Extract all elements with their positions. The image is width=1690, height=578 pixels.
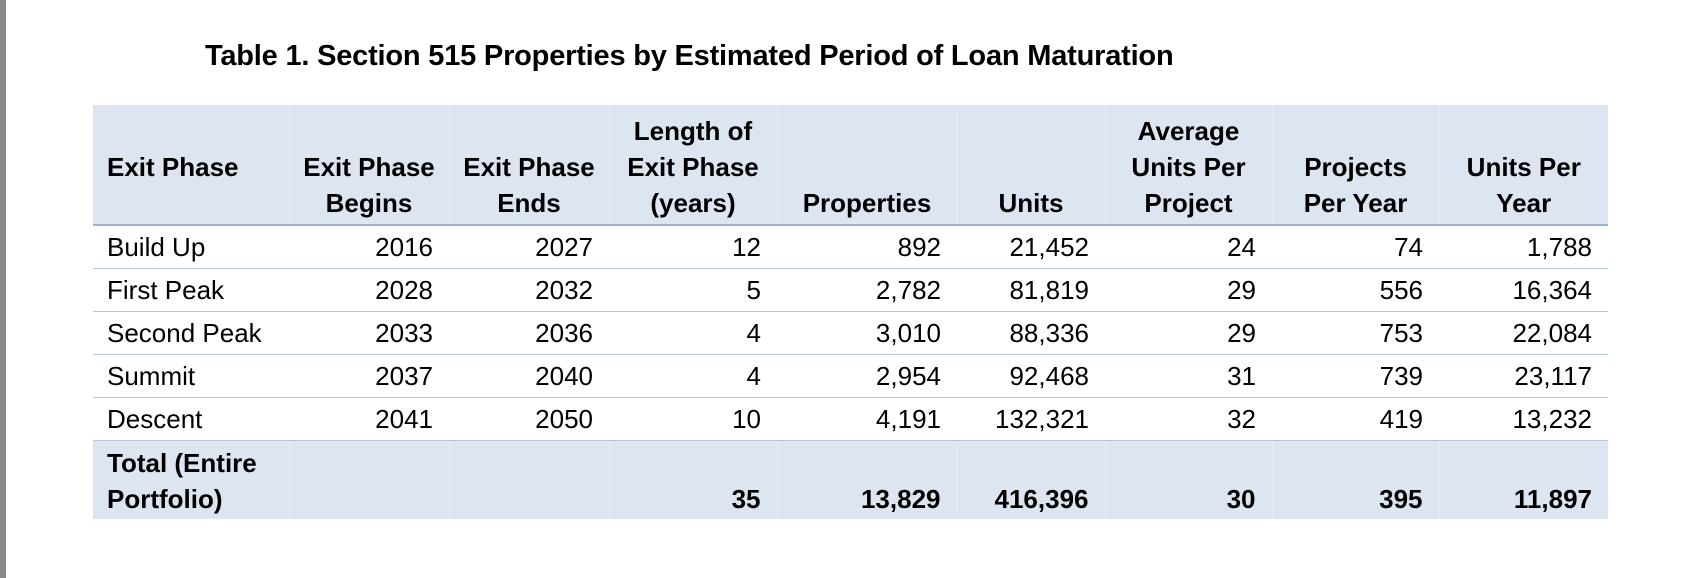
table-title: Table 1. Section 515 Properties by Estim… (205, 40, 1174, 72)
cell-projects-per-year: 556 (1272, 268, 1439, 312)
total-length: 35 (608, 440, 777, 519)
cell-average-units: 29 (1105, 311, 1272, 355)
cell-average-units: 31 (1105, 354, 1272, 398)
total-average-units: 30 (1104, 440, 1272, 519)
total-ends (448, 440, 609, 519)
cell-length: 4 (609, 311, 777, 355)
cell-begins: 2037 (289, 354, 449, 398)
table-row: Second Peak 2033 2036 4 3,010 88,336 29 … (93, 311, 1608, 355)
cell-length: 12 (609, 225, 777, 269)
cell-properties: 2,782 (777, 268, 957, 312)
cell-phase: Second Peak (93, 311, 289, 355)
cell-phase: First Peak (93, 268, 289, 312)
cell-projects-per-year: 419 (1272, 397, 1439, 441)
cell-projects-per-year: 739 (1272, 354, 1439, 398)
cell-properties: 892 (777, 225, 957, 269)
cell-units: 81,819 (957, 268, 1105, 312)
cell-units: 21,452 (957, 225, 1105, 269)
table-row: Build Up 2016 2027 12 892 21,452 24 74 1… (93, 225, 1608, 269)
table-row: Summit 2037 2040 4 2,954 92,468 31 739 2… (93, 354, 1608, 398)
table-row: Descent 2041 2050 10 4,191 132,321 32 41… (93, 397, 1608, 441)
total-row: Total (Entire Portfolio) 35 13,829 416,3… (93, 440, 1608, 519)
header-units: Units (956, 105, 1105, 226)
cell-properties: 4,191 (777, 397, 957, 441)
cell-units-per-year: 1,788 (1439, 225, 1608, 269)
header-average-units-per-project: Average Units Per Project (1104, 105, 1272, 226)
cell-projects-per-year: 74 (1272, 225, 1439, 269)
header-exit-phase-ends: Exit Phase Ends (448, 105, 609, 226)
total-projects-per-year: 395 (1271, 440, 1439, 519)
total-properties: 13,829 (776, 440, 957, 519)
cell-units-per-year: 23,117 (1439, 354, 1608, 398)
cell-properties: 3,010 (777, 311, 957, 355)
cell-units-per-year: 22,084 (1439, 311, 1608, 355)
cell-length: 10 (609, 397, 777, 441)
cell-length: 5 (609, 268, 777, 312)
loan-maturation-table: Exit Phase Exit Phase Begins Exit Phase … (93, 105, 1608, 519)
header-row: Exit Phase Exit Phase Begins Exit Phase … (93, 105, 1608, 226)
cell-ends: 2040 (449, 354, 609, 398)
cell-phase: Summit (93, 354, 289, 398)
cell-average-units: 32 (1105, 397, 1272, 441)
cell-average-units: 29 (1105, 268, 1272, 312)
cell-begins: 2028 (289, 268, 449, 312)
total-units-per-year: 11,897 (1438, 440, 1608, 519)
total-begins (288, 440, 449, 519)
header-properties: Properties (776, 105, 957, 226)
table-row: First Peak 2028 2032 5 2,782 81,819 29 5… (93, 268, 1608, 312)
header-projects-per-year: Projects Per Year (1271, 105, 1439, 226)
cell-properties: 2,954 (777, 354, 957, 398)
cell-begins: 2033 (289, 311, 449, 355)
cell-ends: 2032 (449, 268, 609, 312)
cell-length: 4 (609, 354, 777, 398)
cell-begins: 2041 (289, 397, 449, 441)
cell-phase: Build Up (93, 225, 289, 269)
header-exit-phase: Exit Phase (93, 105, 289, 226)
cell-units-per-year: 13,232 (1439, 397, 1608, 441)
cell-units: 132,321 (957, 397, 1105, 441)
cell-projects-per-year: 753 (1272, 311, 1439, 355)
header-units-per-year: Units Per Year (1438, 105, 1608, 226)
cell-phase: Descent (93, 397, 289, 441)
page-left-edge (0, 0, 6, 578)
cell-ends: 2036 (449, 311, 609, 355)
cell-begins: 2016 (289, 225, 449, 269)
cell-units: 88,336 (957, 311, 1105, 355)
cell-units: 92,468 (957, 354, 1105, 398)
total-units: 416,396 (956, 440, 1105, 519)
header-length-of-exit-phase: Length of Exit Phase (years) (608, 105, 777, 226)
cell-units-per-year: 16,364 (1439, 268, 1608, 312)
cell-ends: 2027 (449, 225, 609, 269)
header-exit-phase-begins: Exit Phase Begins (288, 105, 449, 226)
cell-ends: 2050 (449, 397, 609, 441)
cell-average-units: 24 (1105, 225, 1272, 269)
total-label: Total (Entire Portfolio) (93, 440, 289, 519)
